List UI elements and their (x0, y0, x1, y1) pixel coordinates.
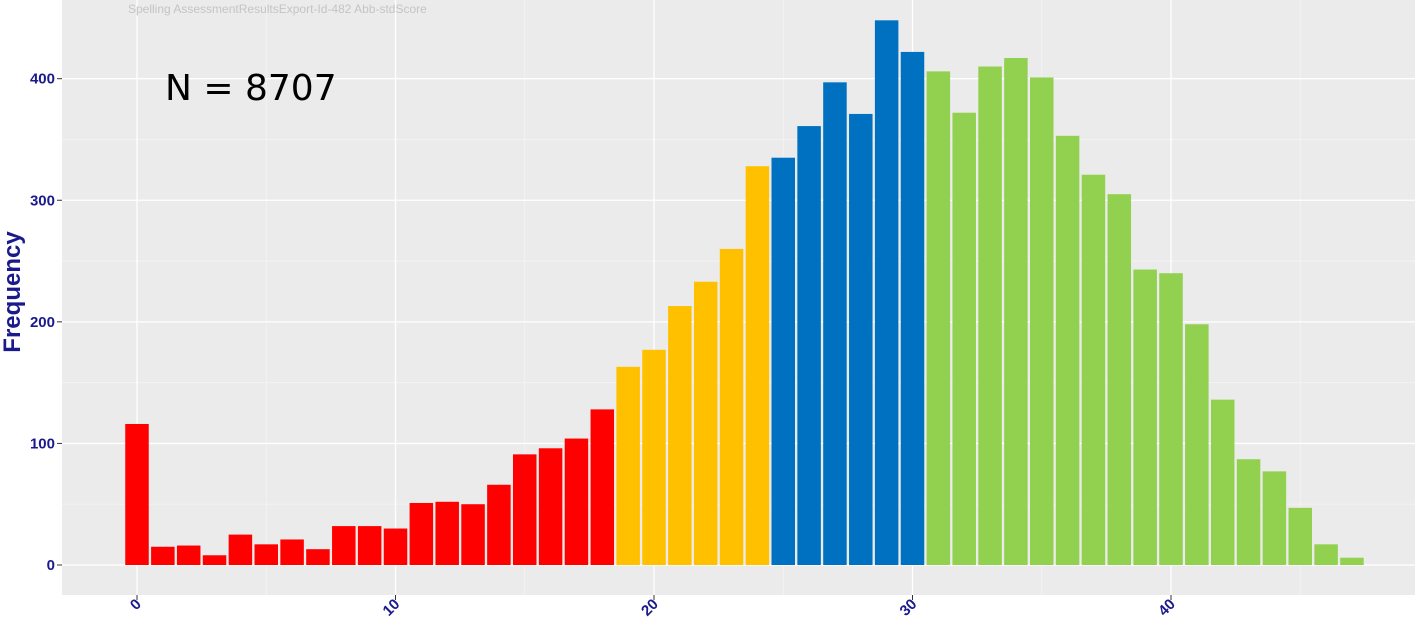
bar (1159, 273, 1183, 565)
y-tick-label: 100 (30, 435, 55, 452)
bar (1288, 507, 1312, 565)
bar (668, 306, 692, 565)
bar (771, 157, 795, 565)
bar (202, 555, 227, 565)
bar (254, 544, 278, 565)
bar (306, 549, 330, 565)
bar (874, 20, 899, 565)
x-tick-label: 10 (380, 596, 404, 620)
bar (1185, 324, 1209, 565)
y-axis-label: Frequency (0, 231, 26, 353)
bar (1030, 77, 1054, 566)
bar (332, 526, 356, 565)
bar (1262, 471, 1287, 565)
bar (1210, 399, 1235, 565)
y-axis-ticks: 0 100 200 300 400 (30, 71, 62, 574)
bar (926, 71, 951, 565)
y-tick-label: 200 (30, 314, 55, 331)
x-tick-label: 40 (1155, 596, 1179, 620)
bar (357, 526, 382, 565)
bar (642, 349, 666, 565)
x-tick-label: 30 (897, 596, 921, 620)
bar (849, 113, 873, 565)
y-tick-label: 400 (30, 71, 55, 88)
sample-size-annotation: N = 8707 (165, 68, 337, 109)
bar (1314, 544, 1338, 565)
bar (978, 66, 1002, 566)
bar (151, 546, 175, 565)
bar (1004, 58, 1028, 565)
bar (745, 166, 770, 565)
x-tick-label: 20 (638, 596, 662, 620)
bar (1055, 135, 1080, 565)
bar (1081, 174, 1106, 566)
bar (616, 366, 640, 565)
bar (125, 423, 149, 565)
bar (797, 126, 821, 565)
y-tick-label: 0 (47, 557, 55, 574)
bar (435, 501, 459, 565)
bar (719, 248, 744, 565)
chart-subtitle: Spelling AssessmentResultsExport-Id-482 … (128, 2, 427, 16)
bar (1133, 269, 1157, 565)
x-tick-label: 0 (127, 596, 145, 614)
bar (280, 539, 304, 565)
bar (383, 528, 408, 565)
bar (538, 448, 563, 565)
bar (693, 281, 718, 565)
y-tick-label: 300 (30, 192, 55, 209)
bar (590, 409, 615, 565)
bar (176, 545, 201, 565)
bars (125, 20, 1364, 566)
bar (1340, 557, 1364, 565)
bar (900, 51, 925, 566)
bar (228, 534, 253, 565)
bar (564, 438, 589, 565)
bar (409, 502, 434, 565)
bar (1236, 459, 1261, 565)
bar (823, 82, 847, 565)
bar (487, 484, 511, 565)
bar (952, 112, 976, 565)
bar (1107, 194, 1132, 565)
x-axis-ticks: 0 10 20 30 40 (127, 595, 1179, 620)
bar (513, 454, 537, 565)
bar (461, 504, 485, 565)
